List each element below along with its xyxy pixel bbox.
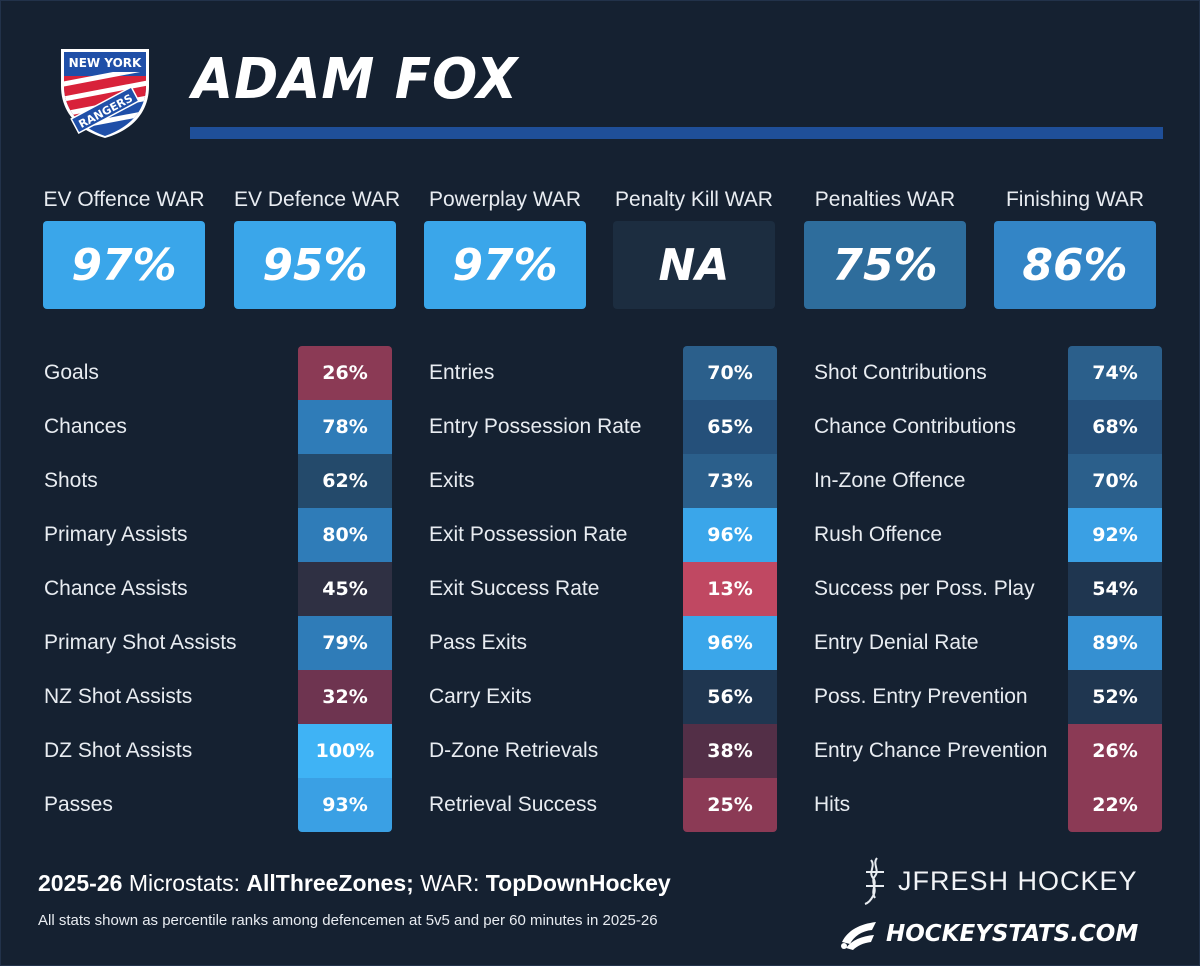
stat-label-primary-assists: Primary Assists — [44, 523, 188, 546]
stat-label-in-zone-offence: In-Zone Offence — [814, 469, 966, 492]
stat-value-pass-exits: 96% — [683, 616, 777, 670]
stat-value-exit-possession-rate: 96% — [683, 508, 777, 562]
stat-value-retrieval-success: 25% — [683, 778, 777, 832]
war-label-ev-offence-war: EV Offence WAR — [43, 188, 205, 211]
war-value-penalty-kill-war: NA — [613, 221, 775, 309]
stat-label-exit-success-rate: Exit Success Rate — [429, 577, 600, 600]
stat-label-chance-contributions: Chance Contributions — [814, 415, 1016, 438]
stat-value-d-zone-retrievals: 38% — [683, 724, 777, 778]
stat-label-dz-shot-assists: DZ Shot Assists — [44, 739, 193, 762]
war-label-penalties-war: Penalties WAR — [814, 188, 956, 211]
stat-value-entry-possession-rate: 65% — [683, 400, 777, 454]
war-label-finishing-war: Finishing WAR — [1005, 188, 1145, 211]
hockeystats-text: HOCKEYSTATS.COM — [886, 921, 1139, 947]
stat-label-primary-shot-assists: Primary Shot Assists — [44, 631, 237, 654]
stat-value-primary-assists: 80% — [298, 508, 392, 562]
stat-label-entry-possession-rate: Entry Possession Rate — [429, 415, 642, 438]
stat-value-carry-exits: 56% — [683, 670, 777, 724]
rangers-logo: NEW YORK RANGERS — [61, 49, 149, 138]
microstats-source: AllThreeZones; — [246, 870, 414, 896]
war-value-ev-defence-war: 95% — [234, 221, 396, 309]
stat-label-goals: Goals — [44, 361, 99, 384]
war-value-powerplay-war: 97% — [424, 221, 586, 309]
stat-label-carry-exits: Carry Exits — [429, 685, 532, 708]
stat-label-chances: Chances — [44, 415, 127, 438]
hockeystats-brand: HOCKEYSTATS.COM — [838, 914, 1138, 954]
stat-label-pass-exits: Pass Exits — [429, 631, 528, 654]
stat-value-goals: 26% — [298, 346, 392, 400]
stat-value-rush-offence: 92% — [1068, 508, 1162, 562]
war-value-ev-offence-war: 97% — [43, 221, 205, 309]
war-source: TopDownHockey — [485, 870, 671, 896]
stat-value-chance-assists: 45% — [298, 562, 392, 616]
stat-label-passes: Passes — [44, 793, 113, 816]
war-label-powerplay-war: Powerplay WAR — [428, 188, 582, 211]
war-value-penalties-war: 75% — [804, 221, 966, 309]
stat-value-dz-shot-assists: 100% — [298, 724, 392, 778]
war-label-ev-defence-war: EV Defence WAR — [234, 188, 401, 211]
stat-label-entries: Entries — [429, 361, 495, 384]
stat-value-chance-contributions: 68% — [1068, 400, 1162, 454]
war-label: WAR: — [420, 870, 480, 896]
stat-label-shots: Shots — [44, 469, 98, 492]
player-name: ADAM FOX — [192, 47, 519, 112]
title-underline — [190, 127, 1163, 139]
stat-label-retrieval-success: Retrieval Success — [429, 793, 598, 816]
stat-label-hits: Hits — [814, 793, 851, 816]
stat-value-in-zone-offence: 70% — [1068, 454, 1162, 508]
stat-value-primary-shot-assists: 79% — [298, 616, 392, 670]
source-line: 2025-26 Microstats: AllThreeZones; WAR: … — [38, 870, 671, 897]
stat-value-passes: 93% — [298, 778, 392, 832]
stat-label-entry-denial-rate: Entry Denial Rate — [814, 631, 979, 654]
stat-label-poss-entry-prevention: Poss. Entry Prevention — [814, 685, 1028, 708]
stat-value-exits: 73% — [683, 454, 777, 508]
stat-label-nz-shot-assists: NZ Shot Assists — [44, 685, 193, 708]
hockeystats-mark-icon — [841, 922, 876, 950]
stat-value-shot-contributions: 74% — [1068, 346, 1162, 400]
jfresh-hockey-text: JFRESH HOCKEY — [898, 865, 1138, 896]
footnote: All stats shown as percentile ranks amon… — [38, 912, 658, 929]
microstats-label: Microstats: — [128, 870, 240, 896]
stat-value-success-per-poss-play: 54% — [1068, 562, 1162, 616]
stat-label-shot-contributions: Shot Contributions — [814, 361, 987, 384]
stat-label-d-zone-retrievals: D-Zone Retrievals — [429, 739, 599, 762]
stat-label-rush-offence: Rush Offence — [814, 523, 943, 546]
stat-label-chance-assists: Chance Assists — [44, 577, 188, 600]
stat-label-exit-possession-rate: Exit Possession Rate — [429, 523, 628, 546]
stat-value-exit-success-rate: 13% — [683, 562, 777, 616]
war-label-penalty-kill-war: Penalty Kill WAR — [615, 188, 773, 211]
stat-value-entry-denial-rate: 89% — [1068, 616, 1162, 670]
stat-value-chances: 78% — [298, 400, 392, 454]
stat-label-exits: Exits — [429, 469, 475, 492]
stat-label-success-per-poss-play: Success per Poss. Play — [814, 577, 1035, 600]
stat-value-hits: 22% — [1068, 778, 1162, 832]
stat-value-poss-entry-prevention: 52% — [1068, 670, 1162, 724]
stat-value-entries: 70% — [683, 346, 777, 400]
stat-label-entry-chance-prevention: Entry Chance Prevention — [814, 739, 1048, 762]
stat-value-nz-shot-assists: 32% — [298, 670, 392, 724]
logo-text-top: NEW YORK — [69, 56, 142, 70]
stat-value-entry-chance-prevention: 26% — [1068, 724, 1162, 778]
jfresh-hockey-brand: JFRESH HOCKEY — [862, 856, 1138, 906]
war-value-finishing-war: 86% — [994, 221, 1156, 309]
stat-value-shots: 62% — [298, 454, 392, 508]
jfresh-mark-icon — [864, 857, 884, 905]
season: 2025-26 — [38, 870, 123, 896]
